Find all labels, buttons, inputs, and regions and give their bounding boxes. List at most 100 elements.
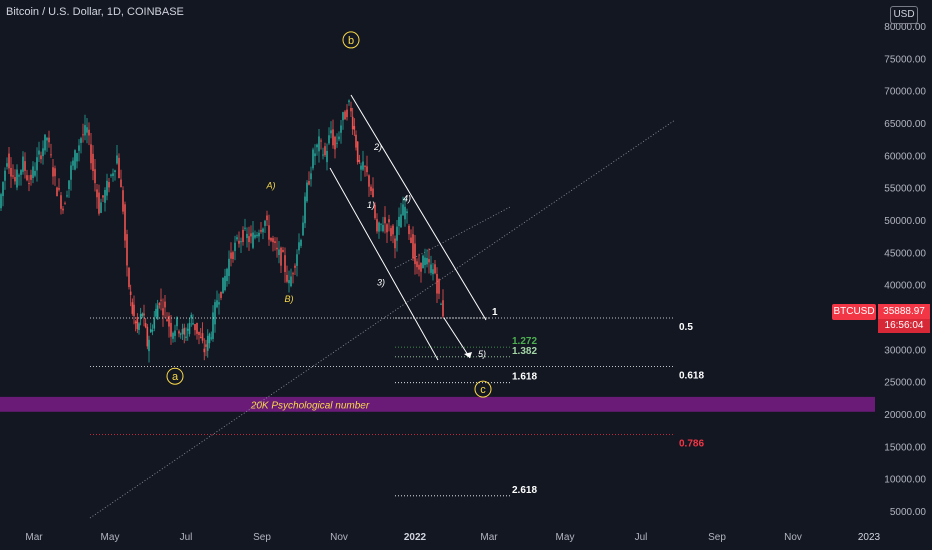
candles	[0, 99, 444, 363]
candle-body	[10, 168, 12, 177]
candle-body	[181, 329, 184, 334]
candle-body	[131, 302, 134, 314]
channel-lower-line	[329, 167, 439, 361]
candle-body	[298, 242, 300, 251]
candle-body	[324, 146, 326, 156]
candle-body	[266, 215, 268, 221]
y-tick-label: 40000.00	[884, 281, 926, 292]
candle-body	[50, 154, 52, 156]
retracement-label: 0.5	[679, 322, 693, 333]
candle-body	[222, 277, 224, 294]
last-price-label: 35888.97	[878, 304, 930, 320]
candle-body	[422, 255, 424, 269]
candle-body	[296, 254, 298, 266]
candle-body	[108, 182, 110, 188]
candle-body	[36, 157, 38, 171]
y-tick-label: 65000.00	[884, 119, 926, 130]
candle-body	[318, 136, 320, 152]
candle-body	[424, 257, 426, 266]
candle-body	[58, 188, 60, 190]
candle-body	[246, 233, 248, 239]
candle-body	[224, 275, 226, 291]
candle-body	[4, 170, 6, 181]
candle-body	[199, 336, 202, 338]
candle-body	[406, 211, 408, 214]
y-tick-label: 20000.00	[884, 410, 926, 421]
candle-body	[382, 224, 384, 232]
candle-body	[330, 130, 332, 134]
retracement-label: 0.618	[679, 371, 704, 382]
candle-body	[168, 315, 170, 327]
candle-body	[179, 333, 182, 335]
y-tick-label: 45000.00	[884, 248, 926, 259]
candle-body	[151, 330, 154, 332]
candle-body	[355, 134, 357, 148]
candle-body	[278, 249, 280, 256]
candle-body	[416, 261, 418, 268]
candle-body	[356, 141, 359, 163]
candle-body	[292, 273, 294, 275]
candle-body	[390, 228, 392, 237]
candle-body	[350, 107, 352, 112]
fib-extension-label: 2.618	[512, 485, 537, 496]
candle-body	[141, 313, 144, 317]
candle-body	[210, 337, 213, 339]
candle-body	[306, 182, 308, 202]
wave-label: b	[348, 35, 354, 47]
candle-body	[158, 303, 161, 306]
fib-extension-label: 1.382	[512, 346, 537, 357]
candle-body	[110, 174, 112, 176]
wave-circle	[166, 367, 184, 385]
trend-lines	[89, 94, 676, 519]
bar-countdown: 16:56:04	[878, 319, 930, 333]
candle-body	[438, 279, 440, 294]
candle-body	[280, 247, 282, 266]
candle-body	[66, 195, 68, 197]
candle-body	[440, 303, 442, 305]
candle-body	[136, 317, 139, 330]
candle-body	[326, 150, 328, 163]
candle-body	[314, 153, 316, 157]
candle-body	[134, 321, 137, 324]
candle-body	[376, 219, 378, 232]
candle-body	[143, 313, 145, 316]
candle-body	[216, 300, 218, 308]
candle-body	[232, 252, 234, 260]
candle-body	[201, 333, 204, 341]
wave-label: 3)	[377, 278, 385, 288]
candle-body	[156, 305, 159, 320]
candle-body	[172, 332, 174, 339]
candle-body	[262, 228, 264, 233]
candle-body	[242, 229, 244, 242]
candle-body	[52, 167, 54, 177]
candle-body	[358, 160, 361, 162]
candle-body	[82, 134, 84, 136]
candle-body	[228, 258, 230, 277]
candle-body	[203, 348, 206, 353]
wave-label: a	[172, 371, 179, 383]
candle-body	[8, 153, 10, 169]
currency-button[interactable]: USD	[890, 6, 918, 24]
x-axis: Mar May Jul Sep Nov 2022 Mar May Jul Sep Nov 2023	[25, 532, 880, 543]
y-tick-label: 5000.00	[890, 507, 927, 518]
candle-body	[408, 225, 410, 235]
candle-body	[282, 249, 284, 252]
candle-body	[304, 196, 306, 224]
candle-body	[426, 257, 428, 265]
candle-body	[248, 236, 250, 243]
zone-label: 20K Psychological number	[250, 400, 370, 411]
candle-body	[308, 181, 310, 185]
candle-body	[30, 174, 32, 180]
candle-body	[68, 180, 70, 190]
candle-body	[90, 144, 92, 164]
candle-body	[312, 149, 314, 169]
candle-body	[442, 300, 444, 317]
candle-body	[226, 268, 228, 282]
candle-body	[149, 329, 152, 333]
candle-body	[62, 208, 64, 211]
y-tick-label: 80000.00	[884, 22, 926, 33]
candle-body	[205, 344, 207, 347]
candle-body	[94, 169, 96, 184]
candle-body	[328, 135, 330, 144]
